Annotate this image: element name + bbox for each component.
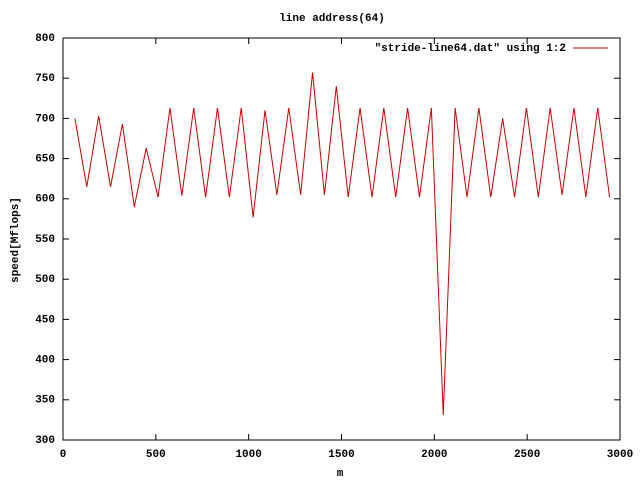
y-tick-label: 700 (35, 113, 55, 125)
x-tick-label: 1000 (235, 449, 261, 461)
x-tick-label: 2500 (514, 449, 540, 461)
y-tick-label: 550 (35, 234, 55, 246)
x-tick-label: 1500 (328, 449, 354, 461)
y-tick-label: 450 (35, 314, 55, 326)
y-tick-label: 800 (35, 33, 55, 45)
y-tick-label: 650 (35, 154, 55, 166)
x-axis-label: m (337, 468, 344, 480)
plot-frame (62, 37, 621, 441)
y-axis-label: speed[Mflops] (10, 197, 22, 283)
x-tick-label: 500 (146, 449, 166, 461)
y-tick-label: 300 (35, 435, 55, 447)
y-tick-label: 500 (35, 274, 55, 286)
x-tick-label: 2000 (421, 449, 447, 461)
y-tick-label: 400 (35, 355, 55, 367)
y-tick-label: 350 (35, 395, 55, 407)
x-tick-label: 0 (60, 449, 67, 461)
data-line (74, 72, 611, 416)
chart-title: line address(64) (279, 13, 385, 25)
legend-label: "stride-line64.dat" using 1:2 (375, 43, 566, 55)
x-tick-label: 3000 (607, 449, 633, 461)
y-tick-label: 750 (35, 73, 55, 85)
y-tick-label: 600 (35, 194, 55, 206)
